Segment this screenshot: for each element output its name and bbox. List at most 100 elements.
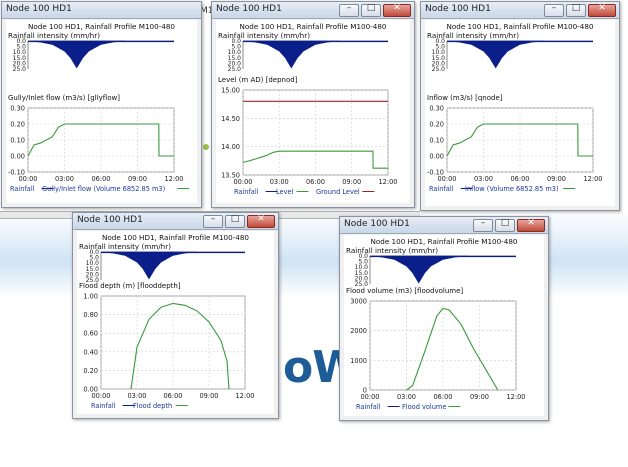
- y-tick-label: 0.10: [429, 137, 444, 145]
- profile-title: Node 100 HD1, Rainfall Profile M100-480: [371, 237, 518, 246]
- y-tick-label: 0: [363, 387, 367, 395]
- rain-tick-label: 15.0: [355, 270, 369, 277]
- rain-tick-label: 0.0: [89, 249, 99, 256]
- x-tick-label: 09:00: [128, 175, 147, 183]
- legend-label: Ground Level: [316, 188, 360, 196]
- main-axis-label: Level (m AD) [depnod]: [218, 76, 298, 84]
- rainfall-area: [27, 40, 126, 69]
- rain-tick-label: 15.0: [432, 55, 446, 62]
- chart-area: Node 100 HD1, Rainfall Profile M100-480 R…: [425, 20, 615, 206]
- title-bar[interactable]: Node 100 HD1 – □ ✕: [73, 213, 278, 230]
- y-tick-label: 0.00: [10, 153, 25, 161]
- maximize-icon: □: [571, 3, 581, 13]
- close-button[interactable]: ✕: [588, 3, 616, 17]
- connector-dot-icon: [203, 144, 209, 150]
- series-line: [130, 302, 230, 390]
- rain-axis-label: Rainfall intensity (mm/hr): [427, 31, 519, 40]
- rain-tick-label: 20.0: [432, 60, 446, 67]
- rain-tick-label: 25.0: [228, 66, 242, 73]
- title-bar[interactable]: Node 100 HD1 – □ ✕: [340, 217, 548, 234]
- minimize-button[interactable]: –: [339, 3, 359, 17]
- y-tick-label: 0.30: [429, 105, 444, 113]
- y-tick-label: 15.00: [221, 87, 240, 95]
- rain-tick-label: 20.0: [355, 275, 369, 282]
- minimize-button[interactable]: –: [473, 218, 493, 232]
- x-tick-label: 06:00: [91, 175, 110, 183]
- series-line: [27, 123, 174, 157]
- maximize-button[interactable]: □: [225, 214, 245, 228]
- minimize-icon: –: [480, 218, 486, 228]
- y-tick-label: 0.40: [83, 348, 98, 356]
- x-tick-label: 06:00: [306, 178, 325, 186]
- x-tick-label: 12:00: [583, 175, 602, 183]
- legend-label: Inflow (Volume 6852.85 m3): [465, 185, 559, 193]
- y-tick-label: 14.00: [221, 143, 240, 151]
- x-tick-label: 12:00: [164, 175, 183, 183]
- x-tick-label: 00:00: [91, 392, 110, 400]
- minimize-button[interactable]: –: [203, 214, 223, 228]
- y-tick-label: 13.50: [221, 172, 240, 180]
- close-icon: ✕: [527, 218, 535, 228]
- y-tick-label: 3000: [350, 298, 367, 306]
- legend-label: Rainfall: [429, 185, 454, 193]
- rain-tick-label: 25.0: [432, 66, 446, 73]
- maximize-button[interactable]: □: [361, 3, 381, 17]
- chart-area: Node 100 HD1, Rainfall Profile M100-480 R…: [77, 231, 274, 414]
- rain-tick-label: 0.0: [16, 38, 26, 45]
- close-icon: ✕: [257, 214, 265, 224]
- y-tick-label: 0.30: [10, 105, 25, 113]
- chart-window-inflow[interactable]: Node 100 HD1 – □ ✕ Node 100 HD1, Rainfal…: [420, 1, 620, 211]
- rain-tick-label: 15.0: [86, 266, 100, 273]
- x-tick-label: 03:00: [127, 392, 146, 400]
- rain-tick-label: 10.0: [86, 260, 100, 267]
- profile-title: Node 100 HD1, Rainfall Profile M100-480: [102, 233, 249, 242]
- rain-tick-label: 10.0: [355, 264, 369, 271]
- title-bar[interactable]: Node 100 HD1 – □ ✕: [421, 2, 619, 19]
- y-tick-label: 14.50: [221, 115, 240, 123]
- chart-area: Node 100 HD1, Rainfall Profile M100-480 R…: [6, 20, 197, 203]
- rain-tick-label: 10.0: [13, 49, 27, 56]
- maximize-button[interactable]: □: [566, 3, 586, 17]
- title-bar[interactable]: Node 100 HD1: [2, 2, 201, 19]
- y-tick-label: 0.20: [83, 367, 98, 375]
- window-title: Node 100 HD1: [216, 4, 282, 14]
- x-tick-label: 00:00: [360, 393, 379, 401]
- rain-tick-label: 5.0: [231, 44, 241, 51]
- chart-window-flood-depth[interactable]: Node 100 HD1 – □ ✕ Node 100 HD1, Rainfal…: [72, 212, 279, 419]
- series-line: [406, 307, 499, 391]
- profile-title: Node 100 HD1, Rainfall Profile M100-480: [28, 22, 175, 31]
- title-bar[interactable]: Node 100 HD1 – □ ✕: [212, 2, 414, 19]
- chart-window-flood-volume[interactable]: Node 100 HD1 – □ ✕ Node 100 HD1, Rainfal…: [339, 216, 549, 421]
- legend-label: Rainfall: [356, 403, 381, 411]
- legend-label: Rainfall: [91, 402, 116, 410]
- minimize-button[interactable]: –: [544, 3, 564, 17]
- rainfall-area: [100, 251, 198, 280]
- y-tick-label: 0.00: [83, 386, 98, 394]
- x-tick-label: 06:00: [510, 175, 529, 183]
- legend-label: Flood depth: [133, 402, 172, 410]
- rain-tick-label: 5.0: [358, 259, 368, 266]
- rain-tick-label: 20.0: [228, 60, 242, 67]
- rain-tick-label: 10.0: [228, 49, 242, 56]
- profile-title: Node 100 HD1, Rainfall Profile M100-480: [240, 22, 387, 31]
- rain-axis-label: Rainfall intensity (mm/hr): [218, 31, 310, 40]
- close-button[interactable]: ✕: [247, 214, 275, 228]
- maximize-icon: □: [500, 218, 510, 228]
- rain-tick-label: 15.0: [228, 55, 242, 62]
- x-tick-label: 00:00: [233, 178, 252, 186]
- close-button[interactable]: ✕: [517, 218, 545, 232]
- chart-window-level[interactable]: Node 100 HD1 – □ ✕ Node 100 HD1, Rainfal…: [211, 1, 415, 208]
- chart-window-gully-flow[interactable]: Node 100 HD1 Node 100 HD1, Rainfall Prof…: [1, 1, 202, 208]
- maximize-button[interactable]: □: [495, 218, 515, 232]
- legend-label: Gully/Inlet flow (Volume 6852.85 m3): [42, 185, 165, 193]
- rain-tick-label: 15.0: [13, 55, 27, 62]
- rain-tick-label: 20.0: [86, 271, 100, 278]
- close-button[interactable]: ✕: [383, 3, 411, 17]
- main-axis-label: Flood volume (m3) [floodvolume]: [346, 287, 463, 295]
- x-tick-label: 09:00: [547, 175, 566, 183]
- main-axis-label: Flood depth (m) [flooddepth]: [79, 282, 181, 290]
- hidden-window-title-fragment: M1: [200, 6, 214, 16]
- y-tick-label: 0.20: [10, 121, 25, 129]
- rain-tick-label: 0.0: [358, 253, 368, 260]
- rain-axis-label: Rainfall intensity (mm/hr): [8, 31, 100, 40]
